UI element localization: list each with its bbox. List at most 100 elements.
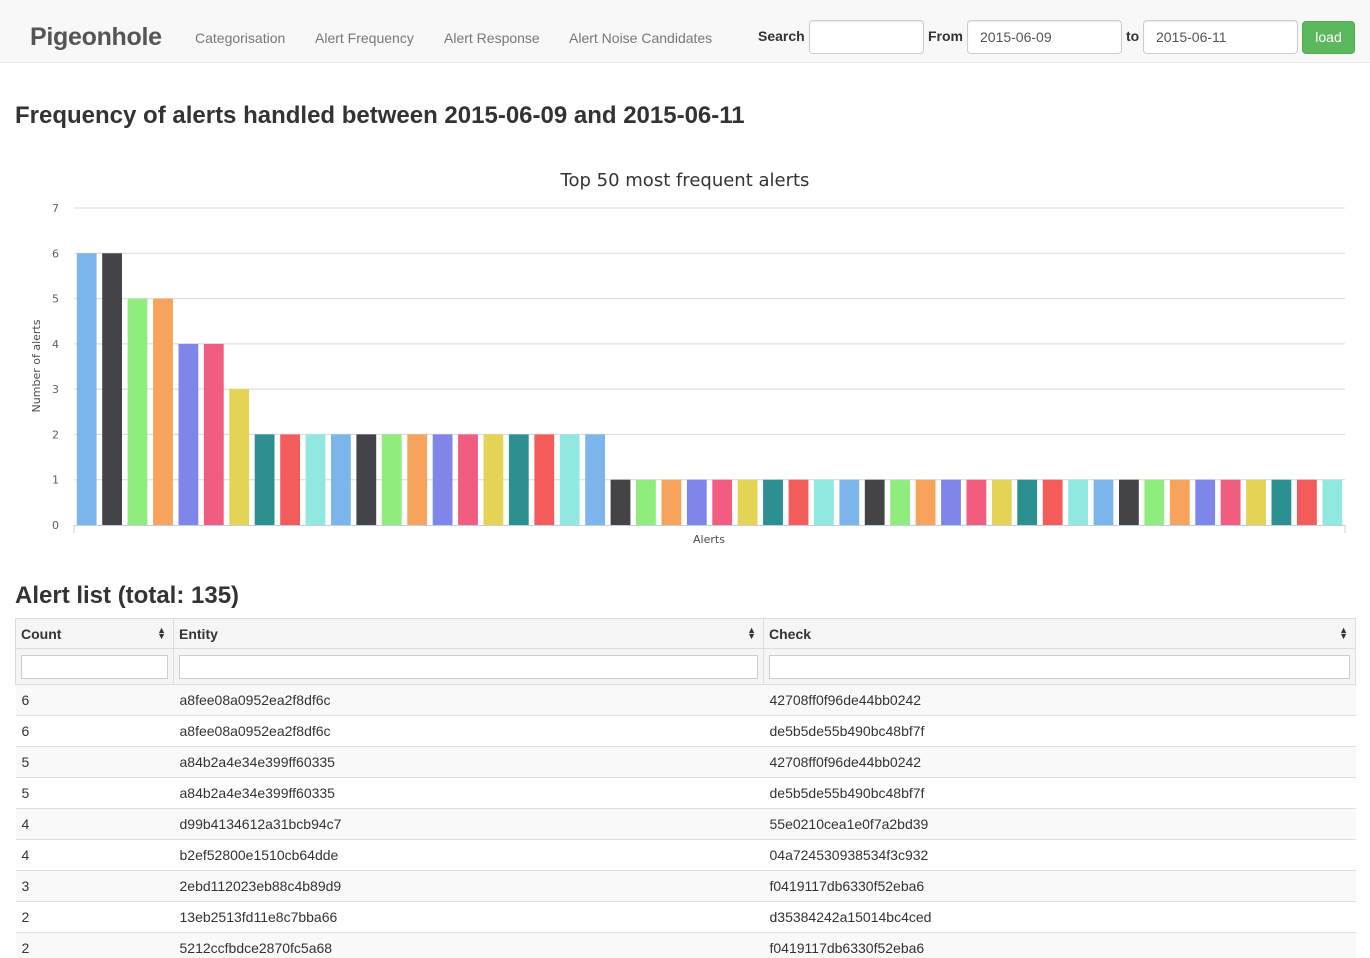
chart-bar[interactable] — [839, 479, 860, 525]
column-header-label: Entity — [179, 625, 218, 642]
chart-bar[interactable] — [1169, 479, 1190, 525]
chart-bar[interactable] — [127, 298, 148, 525]
count-cell: 4 — [15, 839, 174, 871]
chart-bar[interactable] — [356, 434, 377, 525]
sort-icon: ▲ ▼ — [157, 625, 166, 641]
chart-bar[interactable] — [788, 479, 809, 525]
chart-bar[interactable] — [102, 253, 122, 526]
column-header-entity[interactable]: Entity ▲ ▼ — [173, 618, 764, 649]
check-cell: 42708ff0f96de44bb0242 — [763, 684, 1356, 716]
check-cell: f0419117db6330f52eba6 — [763, 870, 1356, 902]
table-row[interactable]: 4 b2ef52800e1510cb64dde 04a724530938534f3c… — [15, 839, 1356, 871]
chart-bar[interactable] — [991, 479, 1012, 525]
chart-bar[interactable] — [1246, 479, 1266, 525]
nav-link-categorisation[interactable]: Categorisation — [195, 30, 286, 46]
filter-cell — [763, 648, 1356, 685]
chart-bar[interactable] — [610, 479, 631, 525]
table-row[interactable]: 2 5212ccfbdce2870fc5a68 f0419117db6330f52e… — [15, 932, 1356, 958]
column-header-count[interactable]: Count ▲ ▼ — [15, 618, 174, 649]
chart-bar[interactable] — [941, 479, 961, 525]
nav-link-alert-frequency[interactable]: Alert Frequency — [315, 30, 414, 46]
chart-bar[interactable] — [534, 434, 555, 525]
chart-bar[interactable] — [1017, 479, 1038, 525]
chart-bar[interactable] — [585, 434, 605, 525]
filter-cell — [173, 648, 764, 685]
chart-bar[interactable] — [814, 479, 834, 525]
y-axis-label: Number of alerts — [30, 319, 43, 412]
navbar: Pigeonhole Categorisation Alert Frequenc… — [0, 0, 1370, 63]
table-row[interactable]: 3 2ebd112023eb88c4b89d9 f0419117db6330f52e… — [15, 870, 1356, 902]
y-tick-label: 5 — [52, 293, 59, 306]
chart-bar[interactable] — [636, 479, 656, 525]
chart-bar[interactable] — [483, 434, 504, 525]
load-button[interactable]: load — [1302, 21, 1355, 54]
chart-bar[interactable] — [559, 434, 580, 525]
nav-link-alert-noise-candidates[interactable]: Alert Noise Candidates — [569, 30, 713, 46]
entity-cell: a8fee08a0952ea2f8df6c — [173, 684, 764, 716]
check-cell: 42708ff0f96de44bb0242 — [763, 746, 1356, 778]
chart-bar[interactable] — [1271, 479, 1292, 525]
chart-bar[interactable] — [153, 298, 173, 525]
chart-bar[interactable] — [1195, 479, 1216, 525]
chart-bar[interactable] — [229, 389, 250, 525]
count-cell: 3 — [15, 870, 174, 902]
alert-table-container: Count ▲ ▼ Entity ▲ ▼ Check ▲ ▼ 6 a8fee08a0952ea… — [15, 618, 1356, 958]
table-row[interactable]: 4 d99b4134612a31bcb94c7 55e0210cea1e0f7a2b… — [15, 808, 1356, 840]
entity-cell: a84b2a4e34e399ff60335 — [173, 777, 764, 809]
chart-bar[interactable] — [1297, 479, 1317, 525]
chart-bar[interactable] — [737, 479, 758, 525]
chart-bar[interactable] — [76, 253, 97, 526]
chart-bar[interactable] — [1119, 479, 1139, 525]
chart-bar[interactable] — [686, 479, 707, 525]
chart-bar[interactable] — [305, 434, 326, 525]
chart-bar[interactable] — [915, 479, 936, 525]
filter-cell — [15, 648, 174, 685]
column-header-check[interactable]: Check ▲ ▼ — [763, 618, 1356, 649]
entity-cell: a8fee08a0952ea2f8df6c — [173, 715, 764, 747]
chart-bar[interactable] — [661, 479, 682, 525]
chart-bar[interactable] — [280, 434, 300, 525]
chart-bar[interactable] — [1322, 479, 1343, 525]
chart-bar[interactable] — [1144, 479, 1165, 525]
chart-bar[interactable] — [1093, 479, 1114, 525]
chart-bar[interactable] — [254, 434, 275, 525]
chart-bar[interactable] — [966, 479, 987, 525]
chart-bar[interactable] — [508, 434, 529, 525]
chart-bar[interactable] — [331, 434, 351, 525]
chart-bar[interactable] — [1042, 479, 1063, 525]
count-cell: 4 — [15, 808, 174, 840]
chart-bar[interactable] — [458, 434, 478, 525]
y-tick-label: 6 — [52, 247, 59, 260]
chart-bar[interactable] — [712, 479, 733, 525]
count-filter-input[interactable] — [21, 654, 168, 679]
table-row[interactable]: 5 a84b2a4e34e399ff60335 42708ff0f96de44bb0… — [15, 746, 1356, 778]
table-row[interactable]: 6 a8fee08a0952ea2f8df6c de5b5de55b490bc48b… — [15, 715, 1356, 747]
chart-bar[interactable] — [890, 479, 910, 525]
x-axis-label: Alerts — [693, 533, 725, 546]
chart-bar[interactable] — [432, 434, 453, 525]
table-row[interactable]: 2 13eb2513fd11e8c7bba66 d35384242a15014bc4… — [15, 901, 1356, 933]
chart-bar[interactable] — [864, 479, 885, 525]
to-date-input[interactable]: 2015-06-11 — [1143, 20, 1298, 54]
chart-bar[interactable] — [407, 434, 428, 525]
brand-logo[interactable]: Pigeonhole — [30, 23, 162, 51]
y-tick-label: 4 — [52, 338, 59, 351]
entity-filter-input[interactable] — [179, 654, 758, 679]
chart-bar[interactable] — [178, 343, 199, 525]
table-row[interactable]: 5 a84b2a4e34e399ff60335 de5b5de55b490bc48b… — [15, 777, 1356, 809]
chart-bar[interactable] — [381, 434, 402, 525]
chart-bar[interactable] — [1068, 479, 1088, 525]
search-input[interactable] — [809, 20, 924, 54]
chart-bar[interactable] — [203, 343, 224, 525]
chart-bar[interactable] — [1220, 479, 1241, 525]
check-cell: 55e0210cea1e0f7a2bd39 — [763, 808, 1356, 840]
table-row[interactable]: 6 a8fee08a0952ea2f8df6c 42708ff0f96de44bb0… — [15, 684, 1356, 716]
count-cell: 2 — [15, 932, 174, 958]
nav-link-alert-response[interactable]: Alert Response — [444, 30, 540, 46]
entity-cell: 2ebd112023eb88c4b89d9 — [173, 870, 764, 902]
alert-frequency-chart: Top 50 most frequent alerts 0 1 2 3 4 5 6 7 Ale… — [30, 170, 1346, 546]
from-label: From — [928, 28, 963, 44]
from-date-input[interactable]: 2015-06-09 — [967, 20, 1122, 54]
chart-bar[interactable] — [763, 479, 783, 525]
check-filter-input[interactable] — [769, 654, 1350, 679]
